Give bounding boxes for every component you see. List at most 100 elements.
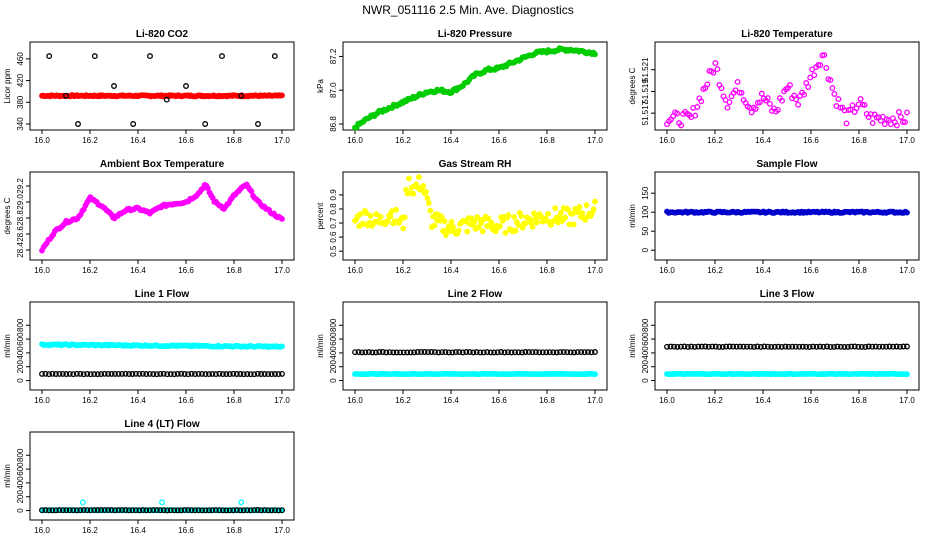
data-point-high-flow: [355, 349, 362, 356]
y-tick-label: 150: [641, 186, 650, 200]
plot-frame: [29, 301, 295, 391]
data-point-high-flow: [567, 349, 574, 356]
data-point-high-flow: [459, 349, 466, 356]
data-point-high-flow: [726, 343, 733, 350]
data-point-high-flow: [581, 349, 588, 356]
x-tick-label: 16.4: [755, 136, 771, 145]
data-point-high-flow: [677, 343, 684, 350]
x-tick-label: 16.0: [659, 266, 675, 275]
x-tick-label: 16.8: [539, 266, 555, 275]
data-point-low-flow: [216, 370, 223, 377]
data-point-flow-markers: [150, 507, 157, 514]
y-tick-label: 51.517: [641, 100, 650, 125]
panel-title: Line 3 Flow: [760, 289, 815, 300]
panel-ambient: Ambient Box Temperature 16.0 16.2 16.4 16.6 1…: [3, 159, 295, 275]
data-point-high-flow: [571, 349, 578, 356]
data-point-high-flow: [386, 349, 393, 356]
plot-frame: [29, 431, 295, 521]
y-tick-label: 600: [16, 462, 25, 476]
data-point-temperature: [902, 119, 908, 126]
data-point-flow-markers: [42, 507, 49, 514]
y-tick-label: 0: [641, 247, 650, 252]
panel-temperature: Li-820 Temperature 16.0 16.2 16.4 16.6 16.8 17…: [628, 29, 920, 145]
data-point-low-flow: [178, 370, 185, 377]
data-point-low-flow: [592, 371, 598, 378]
data-point-high-flow: [712, 343, 719, 350]
data-point-flow-markers: [98, 507, 105, 514]
data-point-flow-markers: [275, 507, 282, 514]
x-tick-label: 16.2: [82, 266, 98, 275]
data-point-low-flow: [237, 371, 244, 377]
data-point-temperature: [893, 122, 900, 129]
data-point-flow-markers: [258, 507, 265, 514]
data-point-high-flow: [848, 343, 855, 350]
data-point-relative-humidity: [420, 182, 427, 189]
data-point-low-flow: [206, 371, 212, 378]
data-point-low-flow: [223, 371, 230, 378]
y-tick-label: 51.519: [641, 79, 650, 104]
data-point-relative-humidity: [384, 217, 391, 224]
data-point-low-flow: [129, 371, 136, 377]
data-point-high-flow: [709, 343, 716, 350]
data-point-low-flow: [108, 370, 115, 377]
data-point-low-flow: [84, 370, 91, 377]
data-point-flow-markers: [146, 507, 153, 514]
data-point-low-flow: [115, 370, 122, 377]
plot-frame: [342, 171, 608, 261]
data-point-high-flow: [588, 349, 595, 356]
data-point-low-flow: [160, 370, 167, 377]
data-point-high-flow: [536, 349, 543, 356]
y-tick-label: 100: [641, 205, 650, 219]
x-tick-label: 16.6: [178, 136, 194, 145]
data-point-high-flow: [449, 349, 456, 356]
data-point-relative-humidity: [363, 210, 370, 217]
data-point-low-flow: [904, 371, 910, 378]
x-tick-label: 16.6: [491, 266, 507, 275]
panel-title: Gas Stream RH: [439, 159, 512, 170]
data-point-co2-averages: [91, 53, 98, 60]
data-point-flow-markers: [80, 507, 87, 514]
data-point-flow-markers: [230, 507, 237, 514]
data-point-temperature: [674, 110, 681, 117]
data-point-temperature: [881, 121, 888, 128]
y-tick-label: 87.0: [329, 82, 338, 98]
data-point-low-flow: [42, 370, 49, 377]
data-point-relative-humidity: [464, 228, 471, 235]
x-tick-label: 17.0: [587, 266, 603, 275]
data-point-high-flow: [362, 349, 369, 356]
data-point-temperature: [835, 96, 842, 103]
x-tick-label: 16.6: [803, 396, 819, 405]
data-point-temperature: [678, 122, 685, 129]
data-point-relative-humidity: [531, 210, 537, 217]
data-point-relative-humidity: [406, 175, 412, 182]
y-axis-label: degrees C: [628, 67, 637, 104]
data-point-relative-humidity: [529, 223, 536, 230]
data-point-temperature: [724, 104, 731, 111]
data-point-low-flow: [122, 370, 129, 377]
data-point-temperature: [823, 64, 830, 71]
data-point-high-flow: [879, 343, 886, 350]
data-point-low-flow: [153, 371, 160, 378]
y-axis-label: ml/min: [3, 334, 12, 358]
data-point-temperature: [692, 112, 699, 119]
data-point-flow-markers: [216, 507, 223, 514]
data-point-relative-humidity: [538, 213, 544, 220]
data-point-high-flow: [553, 349, 560, 356]
data-point-relative-humidity: [515, 222, 522, 229]
data-point-low-flow: [233, 371, 240, 377]
data-point-relative-humidity: [512, 227, 519, 234]
x-tick-label: 17.0: [899, 266, 915, 275]
x-tick-label: 16.2: [395, 136, 411, 145]
data-point-flow-markers: [212, 507, 219, 514]
data-point-temperature: [857, 95, 864, 102]
data-point-relative-humidity: [416, 174, 422, 181]
data-point-high-flow: [664, 343, 670, 350]
data-point-low-flow: [91, 371, 98, 378]
data-point-high-flow: [810, 343, 817, 350]
data-point-high-flow: [557, 349, 564, 356]
data-point-high-flow: [897, 343, 903, 350]
data-point-high-flow: [893, 343, 900, 350]
data-point-relative-humidity: [579, 210, 586, 217]
data-point-low-flow: [105, 370, 112, 377]
data-point-high-flow: [501, 349, 508, 356]
